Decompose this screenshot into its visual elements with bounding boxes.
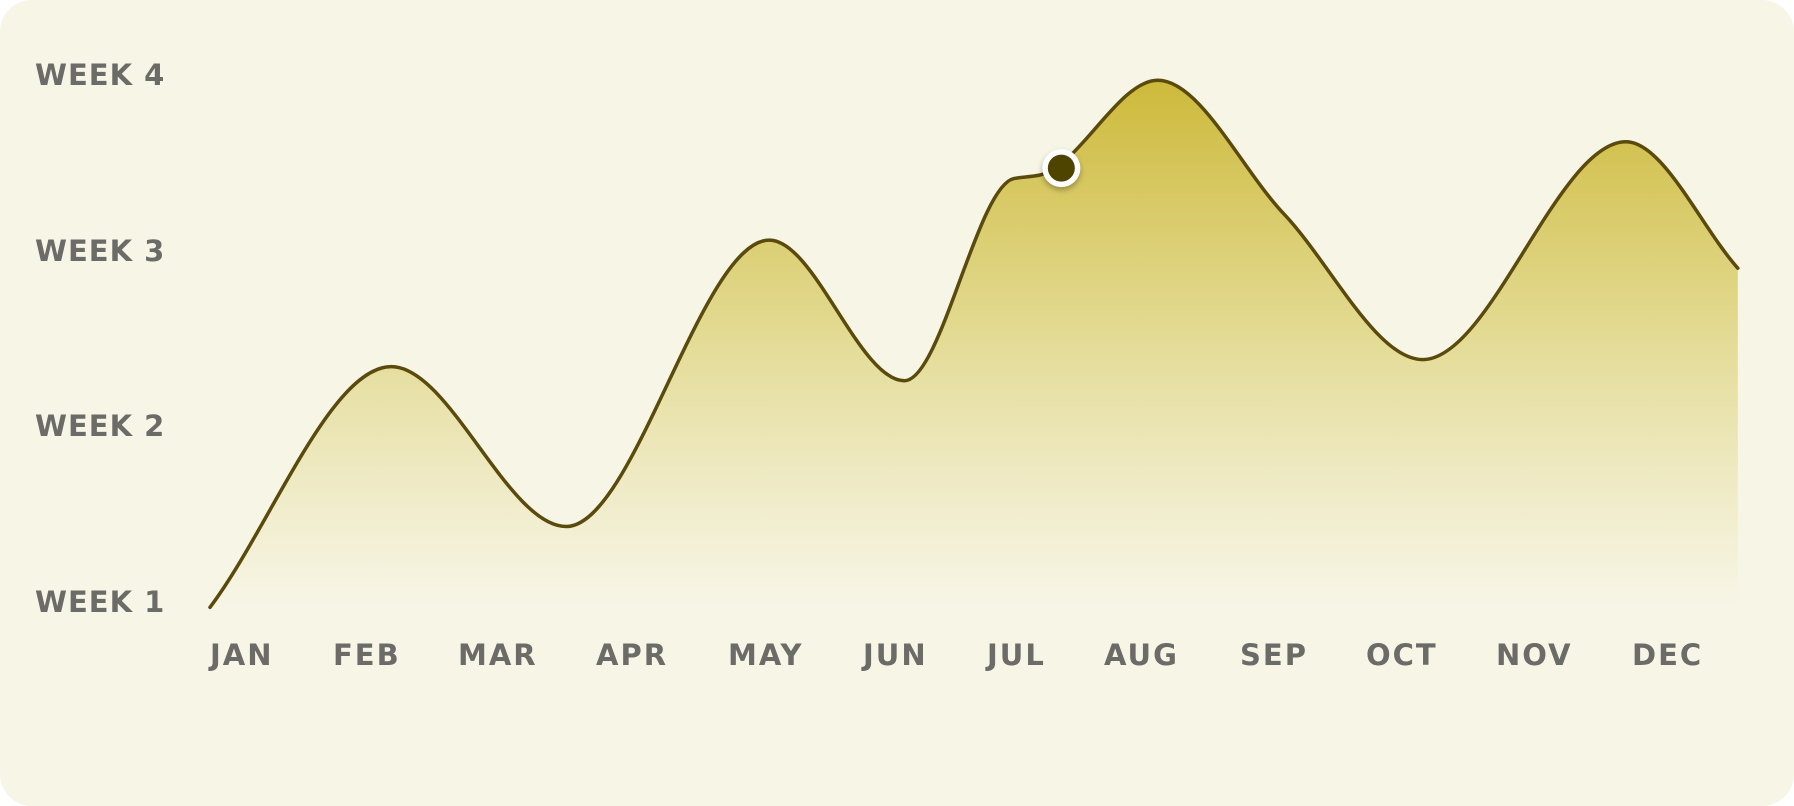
highlight-point-marker[interactable] [1042,149,1081,188]
y-axis: WEEK 4 WEEK 3 WEEK 2 WEEK 1 [35,58,165,619]
y-tick-label: WEEK 3 [35,234,165,268]
x-axis: JAN FEB MAR APR MAY JUN JUL AUG SEP OCT … [208,638,1703,672]
plot-area [208,78,1740,610]
x-tick-label: APR [596,638,668,672]
x-tick-label: NOV [1496,638,1573,672]
x-tick-label: DEC [1632,638,1703,672]
x-tick-label: JUL [985,638,1046,672]
series-area-fill [210,80,1738,608]
x-tick-label: MAR [458,638,538,672]
x-tick-label: SEP [1240,638,1308,672]
x-tick-label: FEB [333,638,401,672]
y-tick-label: WEEK 1 [35,585,165,619]
x-tick-label: JAN [208,638,274,672]
y-tick-label: WEEK 2 [35,409,165,443]
x-tick-label: OCT [1366,638,1438,672]
marker-dot [1047,154,1075,182]
x-tick-label: AUG [1104,638,1179,672]
series-line [208,78,1740,610]
x-tick-label: JUN [861,638,928,672]
y-tick-label: WEEK 4 [35,58,165,92]
x-tick-label: MAY [728,638,804,672]
